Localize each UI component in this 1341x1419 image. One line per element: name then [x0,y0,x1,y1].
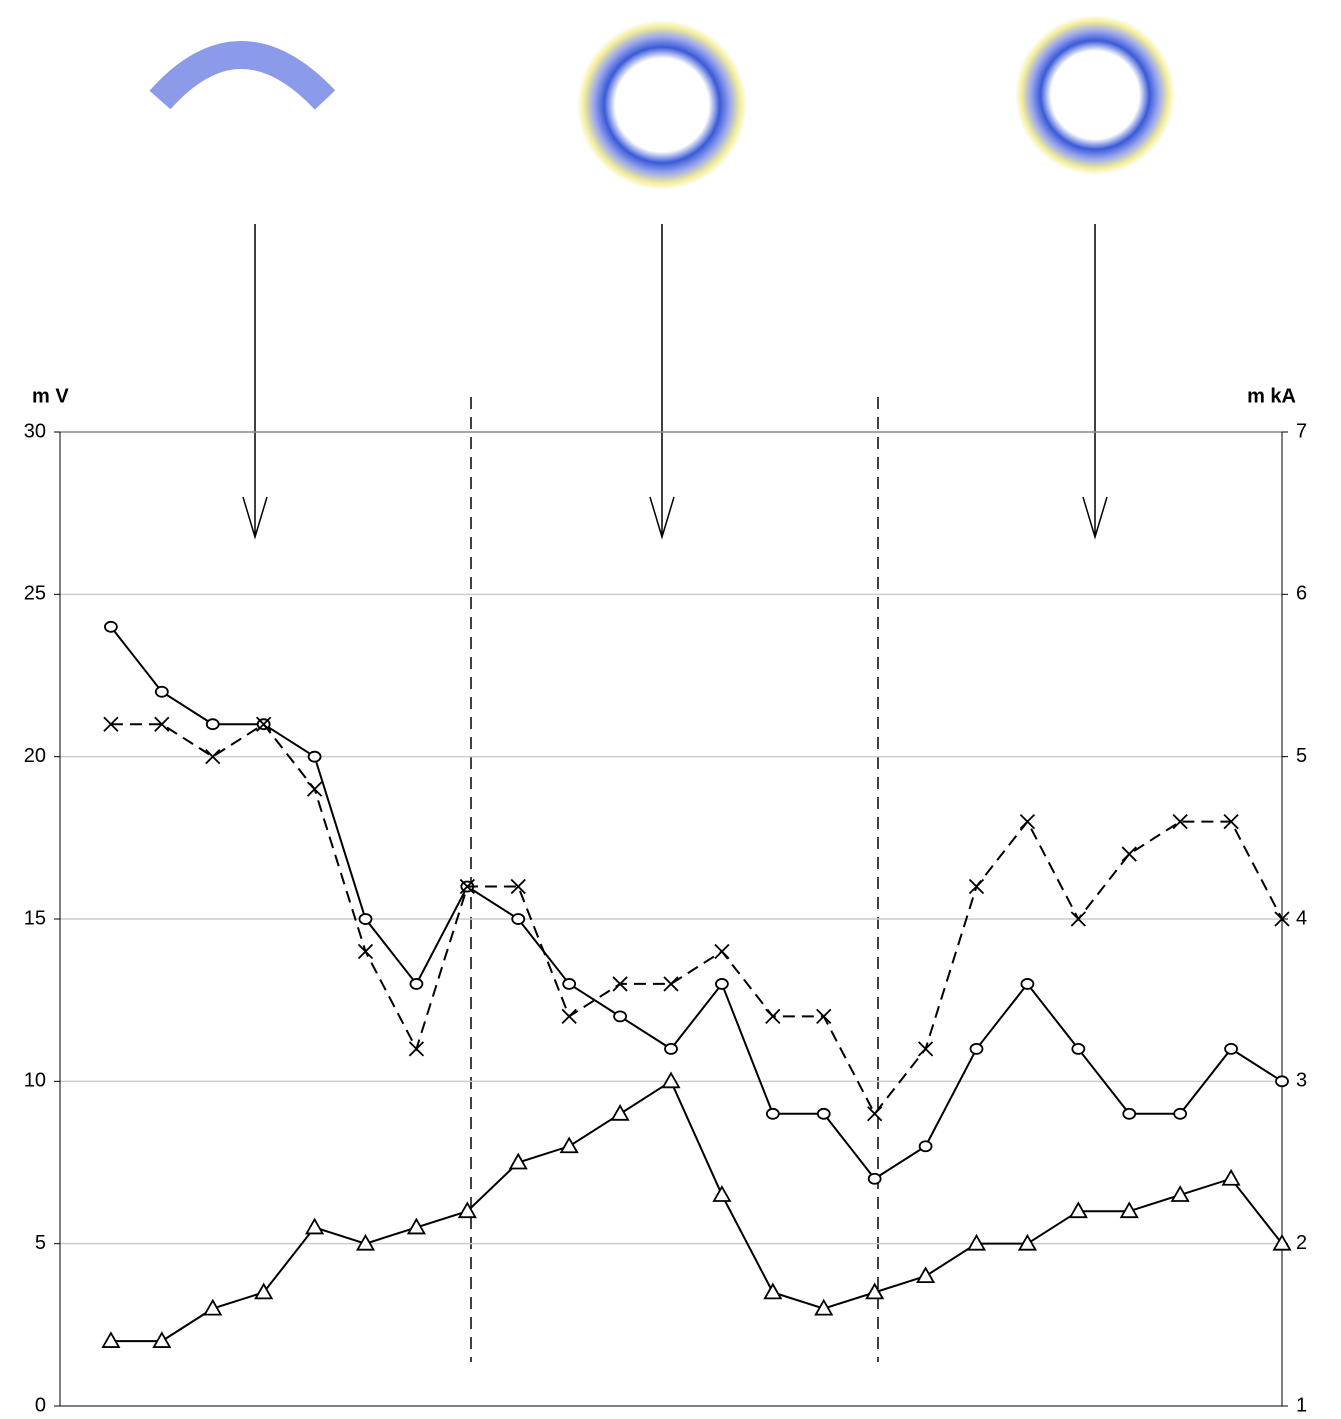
point [966,1233,987,1251]
point [104,620,118,633]
y2-tick-label: 1 [1296,1394,1307,1416]
arrow [242,224,268,540]
point [511,913,526,925]
series-line [110,1079,1283,1343]
series-line [110,722,1283,1116]
point [510,878,526,895]
point [409,978,424,990]
point [1020,978,1035,990]
point [712,1185,732,1202]
y-tick-label: 25 [24,583,46,605]
y-tick-label: 30 [24,420,46,442]
point [408,1041,425,1057]
pictures [149,15,1175,190]
point [661,1071,681,1089]
point [355,1233,376,1251]
y-tick-label: 15 [24,907,46,929]
point [865,1282,885,1300]
point [1274,911,1290,927]
ring [1015,15,1175,175]
point [663,976,679,992]
point [103,716,119,732]
point [1071,1042,1086,1055]
point [154,716,170,732]
point [816,1008,832,1025]
y2-tick-label: 5 [1296,745,1307,767]
point [358,913,373,925]
arrows [242,224,1108,1362]
point [561,1008,577,1025]
point [613,1010,627,1023]
point [1019,813,1036,830]
point [1122,1107,1137,1120]
point [765,1008,781,1025]
y-tick-label: 10 [24,1070,46,1092]
point [1173,1107,1188,1120]
ring [577,20,747,190]
point [203,1298,223,1316]
point [968,878,985,895]
point [1172,813,1188,830]
point [1017,1233,1037,1251]
point [1223,813,1239,830]
point [610,1103,630,1121]
point [457,1201,477,1219]
y-tick-label: 5 [35,1232,46,1254]
y2-tick-label: 2 [1296,1232,1307,1254]
point [664,1042,678,1055]
point [205,749,221,765]
y-tick-label: 0 [35,1394,46,1416]
point [101,1331,121,1348]
arrow [649,224,675,540]
y2-tick-label: 3 [1296,1070,1307,1092]
point [1275,1075,1289,1088]
point [816,1107,831,1120]
point [152,1331,172,1348]
point [205,718,220,731]
point [1068,1201,1088,1219]
point [1272,1233,1292,1251]
point [357,943,374,960]
point [562,978,577,990]
point [307,750,322,763]
point [714,943,730,960]
y2-axis-title: m kA [1247,385,1296,407]
point [1119,1201,1139,1219]
point [715,978,729,990]
point [559,1136,579,1154]
point [765,1107,780,1120]
y-axis-title: m V [32,385,69,407]
point [508,1152,528,1170]
point [1070,911,1086,927]
point [867,1106,883,1122]
y-tick-label: 20 [24,745,46,767]
y2-tick-label: 4 [1296,907,1307,929]
arrow [1082,224,1108,540]
series-line [110,626,1283,1181]
point [254,1282,274,1300]
point [1221,1168,1241,1186]
point [1121,846,1137,862]
point [406,1217,426,1235]
point [154,685,169,698]
point [459,878,475,895]
divider [470,397,879,1362]
partial-ring [149,41,336,110]
point [814,1298,834,1316]
point [867,1172,882,1185]
point [916,1266,936,1284]
point [918,1140,933,1153]
point [1170,1185,1190,1202]
point [612,976,628,992]
y2-tick-label: 6 [1296,583,1307,605]
y2-tick-label: 7 [1296,420,1307,442]
point [256,716,272,732]
point [763,1282,783,1300]
point [1224,1042,1238,1055]
point [969,1042,984,1055]
point [917,1041,934,1057]
point [305,1217,325,1235]
point [306,781,323,797]
